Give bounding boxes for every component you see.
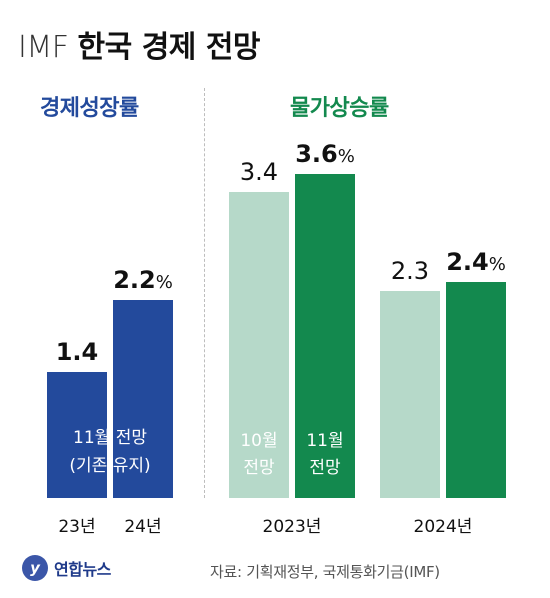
growth-note-line2: (기존 유지): [69, 456, 150, 476]
oct-series-label-line2: 전망: [243, 458, 275, 478]
growth-value-label: 1.4: [56, 338, 99, 366]
section-divider: [204, 88, 205, 498]
page-title: IMF 한국 경제 전망: [18, 22, 261, 66]
growth-value-label: 2.2%: [113, 266, 173, 294]
growth-x-tick-label: 24년: [124, 517, 161, 537]
logo-text: 연합뉴스: [54, 560, 111, 579]
inflation-value-label: 2.3: [391, 257, 429, 285]
title-prefix: IMF: [18, 30, 69, 65]
growth-bar-23년: [47, 372, 107, 498]
growth-bar-24년: [113, 300, 173, 498]
oct-series-label-line1: 10월: [240, 431, 277, 451]
growth-x-tick-label: 23년: [58, 517, 95, 537]
inflation-value-label: 3.4: [240, 158, 278, 186]
nov-series-label-line1: 11월: [306, 431, 343, 451]
inflation-bar-2023년-0: [229, 192, 289, 498]
inflation-value-label: 2.4%: [446, 248, 506, 276]
growth-section-title: 경제성장률: [40, 96, 139, 121]
inflation-x-tick-label: 2023년: [263, 517, 322, 537]
inflation-bar-2024년-1: [446, 282, 506, 498]
yonhap-logo-icon: y: [22, 555, 48, 581]
yonhap-logo: y 연합뉴스: [22, 555, 111, 581]
growth-note-line1: 11월 전망: [73, 428, 147, 448]
inflation-bar-2023년-1: [295, 174, 355, 498]
inflation-bar-2024년-0: [380, 291, 440, 498]
source-note: 자료: 기획재정부, 국제통화기금(IMF): [210, 563, 440, 581]
chart-svg: 1.4 23년 2.2% 24년 11월 전망 (기존 유지) 3.4 3.6% 2023년 2.…: [47, 140, 506, 537]
inflation-value-label: 3.6%: [295, 140, 355, 168]
title-main: 한국 경제 전망: [77, 30, 261, 65]
nov-series-label-line2: 전망: [309, 458, 341, 478]
inflation-x-tick-label: 2024년: [414, 517, 473, 537]
inflation-section-title: 물가상승률: [290, 96, 389, 121]
